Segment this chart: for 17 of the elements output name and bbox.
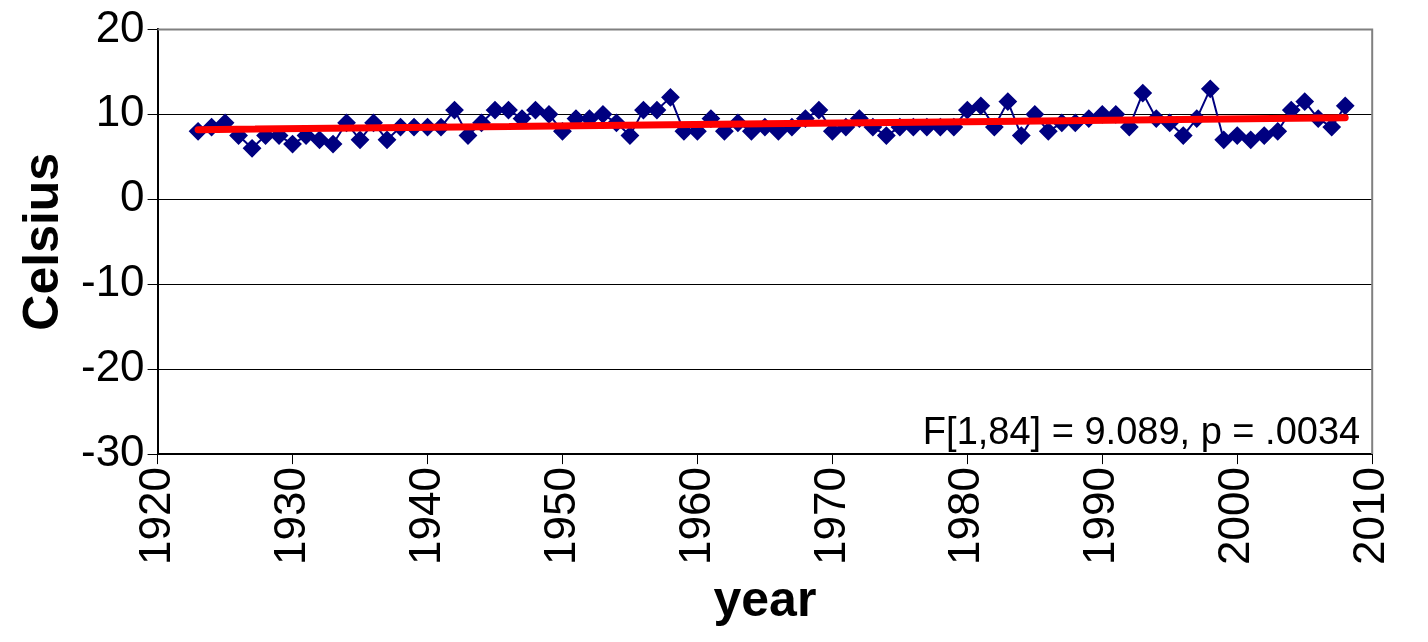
x-tick-label: 1940 <box>399 467 449 566</box>
x-tick-label: 1960 <box>669 467 719 566</box>
annotation: F[1,84] = 9.089, p = .0034 <box>922 409 1361 452</box>
y-axis-title: Celsius <box>12 152 69 331</box>
y-tick-label: -10 <box>81 256 145 306</box>
y-tick-label: 20 <box>95 1 145 51</box>
y-tick-label: 10 <box>95 86 145 136</box>
y-tick-label: 0 <box>120 171 145 221</box>
x-tick-label: 1980 <box>939 467 989 566</box>
x-tick-label: 1970 <box>804 467 854 566</box>
x-tick-label: 1990 <box>1074 467 1124 566</box>
x-tick-label: 2010 <box>1344 467 1394 566</box>
x-tick-label: 1930 <box>264 467 314 566</box>
x-tick-label: 1950 <box>534 467 584 566</box>
x-tick-label: 2000 <box>1209 467 1259 566</box>
x-axis-title: year <box>713 570 817 627</box>
y-tick-label: -20 <box>81 341 145 391</box>
